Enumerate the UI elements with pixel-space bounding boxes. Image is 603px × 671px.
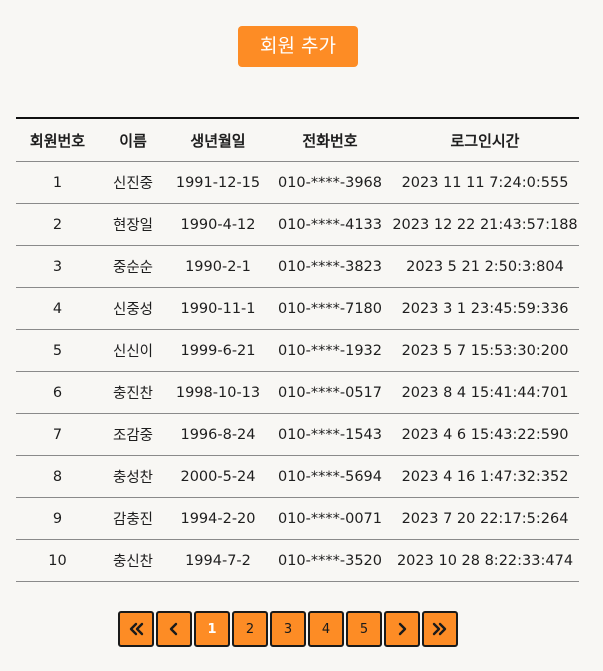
cell-birth-date: 1996-8-24 [167,413,269,456]
cell-login-time: 2023 7 20 22:17:5:264 [391,497,579,540]
cell-member-id: 6 [16,371,99,414]
cell-name: 신중성 [99,287,167,330]
table-row: 8 충성찬 2000-5-24 010-****-5694 2023 4 16 … [16,455,579,498]
page-button-2[interactable]: 2 [232,611,268,647]
cell-name: 조감중 [99,413,167,456]
double-chevron-right-icon [432,622,447,636]
cell-login-time: 2023 4 16 1:47:32:352 [391,455,579,498]
table-row: 5 신신이 1999-6-21 010-****-1932 2023 5 7 1… [16,329,579,372]
page-button-4[interactable]: 4 [308,611,344,647]
page-button-3[interactable]: 3 [270,611,306,647]
cell-birth-date: 1990-4-12 [167,203,269,246]
header-member-id: 회원번호 [16,118,99,162]
chevron-right-icon [398,622,407,636]
first-page-button[interactable] [118,611,154,647]
cell-phone: 010-****-3823 [269,245,391,288]
cell-member-id: 10 [16,539,99,582]
cell-login-time: 2023 5 7 15:53:30:200 [391,329,579,372]
cell-phone: 010-****-3520 [269,539,391,582]
cell-phone: 010-****-0517 [269,371,391,414]
header-login-time: 로그인시간 [391,118,579,162]
add-member-button[interactable]: 회원 추가 [238,26,358,67]
cell-phone: 010-****-1932 [269,329,391,372]
cell-birth-date: 1990-2-1 [167,245,269,288]
cell-phone: 010-****-1543 [269,413,391,456]
cell-birth-date: 1994-2-20 [167,497,269,540]
header-name: 이름 [99,118,167,162]
cell-login-time: 2023 12 22 21:43:57:188 [391,203,579,246]
cell-name: 신신이 [99,329,167,372]
page-button-5[interactable]: 5 [346,611,382,647]
table-row: 4 신중성 1990-11-1 010-****-7180 2023 3 1 2… [16,287,579,330]
prev-page-button[interactable] [156,611,192,647]
cell-phone: 010-****-4133 [269,203,391,246]
page-button-1[interactable]: 1 [194,611,230,647]
pagination: 1 2 3 4 5 [118,611,458,647]
cell-phone: 010-****-3968 [269,161,391,204]
cell-birth-date: 1990-11-1 [167,287,269,330]
cell-login-time: 2023 5 21 2:50:3:804 [391,245,579,288]
cell-phone: 010-****-5694 [269,455,391,498]
table-row: 1 신진중 1991-12-15 010-****-3968 2023 11 1… [16,161,579,204]
cell-member-id: 1 [16,161,99,204]
table-row: 10 충신찬 1994-7-2 010-****-3520 2023 10 28… [16,539,579,582]
cell-name: 중순순 [99,245,167,288]
cell-phone: 010-****-7180 [269,287,391,330]
cell-member-id: 5 [16,329,99,372]
member-table: 회원번호 이름 생년월일 전화번호 로그인시간 1 신진중 1991-12-15… [16,117,579,582]
cell-member-id: 9 [16,497,99,540]
next-page-button[interactable] [384,611,420,647]
cell-birth-date: 1999-6-21 [167,329,269,372]
table-row: 9 감충진 1994-2-20 010-****-0071 2023 7 20 … [16,497,579,540]
cell-phone: 010-****-0071 [269,497,391,540]
cell-member-id: 8 [16,455,99,498]
table-row: 6 충진찬 1998-10-13 010-****-0517 2023 8 4 … [16,371,579,414]
table-header-row: 회원번호 이름 생년월일 전화번호 로그인시간 [16,118,579,162]
cell-name: 감충진 [99,497,167,540]
cell-login-time: 2023 11 11 7:24:0:555 [391,161,579,204]
table-row: 3 중순순 1990-2-1 010-****-3823 2023 5 21 2… [16,245,579,288]
double-chevron-left-icon [129,622,144,636]
cell-member-id: 2 [16,203,99,246]
cell-member-id: 3 [16,245,99,288]
header-phone: 전화번호 [269,118,391,162]
cell-name: 신진중 [99,161,167,204]
cell-login-time: 2023 10 28 8:22:33:474 [391,539,579,582]
table-row: 2 현장일 1990-4-12 010-****-4133 2023 12 22… [16,203,579,246]
cell-birth-date: 1994-7-2 [167,539,269,582]
cell-login-time: 2023 3 1 23:45:59:336 [391,287,579,330]
cell-login-time: 2023 4 6 15:43:22:590 [391,413,579,456]
table-row: 7 조감중 1996-8-24 010-****-1543 2023 4 6 1… [16,413,579,456]
chevron-left-icon [169,622,178,636]
last-page-button[interactable] [422,611,458,647]
cell-birth-date: 1991-12-15 [167,161,269,204]
cell-name: 충신찬 [99,539,167,582]
cell-member-id: 7 [16,413,99,456]
cell-birth-date: 2000-5-24 [167,455,269,498]
cell-login-time: 2023 8 4 15:41:44:701 [391,371,579,414]
cell-name: 충성찬 [99,455,167,498]
cell-birth-date: 1998-10-13 [167,371,269,414]
header-birth-date: 생년월일 [167,118,269,162]
cell-name: 현장일 [99,203,167,246]
cell-member-id: 4 [16,287,99,330]
cell-name: 충진찬 [99,371,167,414]
